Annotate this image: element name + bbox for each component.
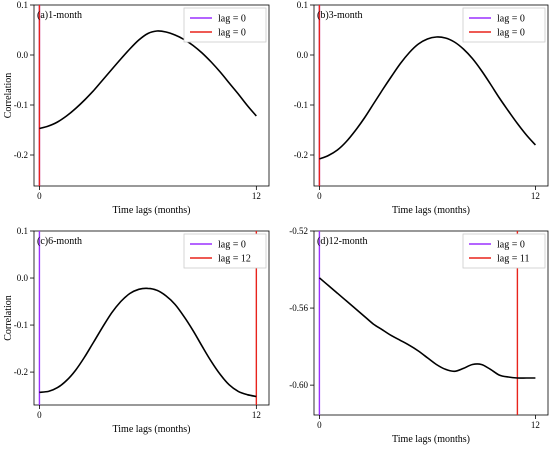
x-tick-label: 12	[531, 420, 540, 430]
legend-label: lag = 0	[497, 240, 525, 251]
legend-label: lag = 12	[218, 254, 251, 265]
x-tick-label: 0	[317, 191, 322, 201]
y-axis-title: Correlation	[3, 73, 14, 119]
legend-label: lag = 0	[218, 240, 246, 251]
plot-frame	[33, 230, 270, 406]
x-tick-label: 0	[317, 420, 322, 430]
legend: lag = 0 lag = 11	[462, 233, 546, 269]
y-tick-label: 0.0	[17, 273, 29, 283]
legend-frame	[462, 233, 546, 269]
panel-title: (b)3-month	[317, 10, 363, 21]
y-tick-label: 0.0	[17, 50, 29, 60]
legend-label: lag = 0	[218, 14, 246, 25]
y-tick-label: 0.1	[297, 0, 308, 10]
legend-label: lag = 0	[497, 28, 525, 39]
x-tick-label: 12	[252, 410, 261, 420]
y-tick-label: -0.52	[289, 226, 308, 236]
y-tick-label: 0.1	[17, 0, 28, 10]
x-axis-title: Time lags (months)	[392, 434, 470, 445]
x-axis-title: Time lags (months)	[113, 424, 191, 435]
x-axis-title: Time lags (months)	[392, 205, 470, 216]
correlation-line	[318, 277, 536, 379]
y-tick-label: -0.2	[14, 150, 28, 160]
legend: lag = 0 lag = 12	[183, 233, 267, 269]
legend: lag = 0 lag = 0	[462, 7, 546, 43]
correlation-line	[39, 30, 257, 130]
legend-label: lag = 11	[497, 254, 530, 265]
plot-frame	[313, 4, 549, 187]
y-tick-label: -0.1	[14, 100, 28, 110]
y-tick-label: -0.2	[294, 150, 308, 160]
y-tick-label: 0.0	[297, 50, 309, 60]
correlation-line	[319, 36, 536, 160]
legend-frame	[183, 7, 267, 43]
y-tick-label: -0.1	[294, 100, 308, 110]
plot-frame	[313, 230, 549, 416]
y-tick-label: -0.1	[14, 320, 28, 330]
y-axis-title: Correlation	[3, 295, 14, 341]
plot-frame	[33, 4, 270, 187]
panel-title: (d)12-month	[317, 236, 368, 247]
legend: lag = 0 lag = 0	[183, 7, 267, 43]
legend-label: lag = 0	[497, 14, 525, 25]
x-tick-label: 12	[531, 191, 540, 201]
x-axis-title: Time lags (months)	[113, 205, 191, 216]
panel-title: (c)6-month	[37, 236, 82, 247]
legend-label: lag = 0	[218, 28, 246, 39]
x-tick-label: 0	[37, 191, 42, 201]
panel-4: -0.52-0.56-0.600 12(d)12-month lag = 0lag …	[289, 226, 549, 445]
x-tick-label: 12	[252, 191, 261, 201]
y-tick-label: -0.60	[289, 380, 308, 390]
legend-frame	[183, 233, 267, 269]
x-tick-label: 0	[37, 410, 42, 420]
y-tick-label: 0.1	[17, 226, 28, 236]
y-tick-label: -0.56	[289, 303, 308, 313]
panel-title: (a)1-month	[37, 10, 82, 21]
y-tick-label: -0.2	[14, 367, 28, 377]
legend-frame	[462, 7, 546, 43]
correlation-line	[39, 287, 257, 398]
